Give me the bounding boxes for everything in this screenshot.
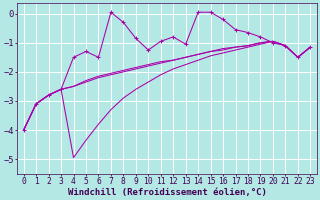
X-axis label: Windchill (Refroidissement éolien,°C): Windchill (Refroidissement éolien,°C) <box>68 188 267 197</box>
